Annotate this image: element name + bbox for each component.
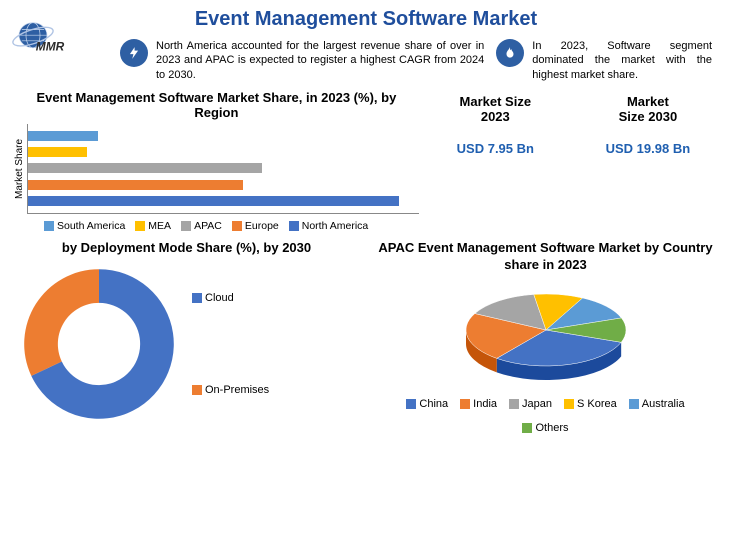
metric-2023: Market Size2023 USD 7.95 Bn bbox=[457, 94, 534, 232]
market-size-metrics: Market Size2023 USD 7.95 Bn MarketSize 2… bbox=[429, 90, 718, 232]
flame-icon bbox=[496, 39, 524, 67]
metric-value: USD 7.95 Bn bbox=[457, 141, 534, 156]
insight-item: In 2023, Software segment dominated the … bbox=[496, 39, 712, 82]
legend-item: Australia bbox=[629, 398, 685, 410]
bar-south-america bbox=[28, 131, 98, 141]
legend-item: India bbox=[460, 398, 497, 410]
legend-item: On-Premises bbox=[192, 384, 269, 396]
bar-north-america bbox=[28, 196, 399, 206]
pie-legend: China India Japan S Korea Australia Others bbox=[373, 398, 718, 434]
legend-item: Others bbox=[522, 422, 568, 434]
donut-title: by Deployment Mode Share (%), by 2030 bbox=[14, 240, 359, 255]
legend-item: Japan bbox=[509, 398, 552, 410]
donut-slice bbox=[24, 269, 99, 376]
bar-chart-ylabel: Market Share bbox=[14, 124, 25, 214]
apac-pie-chart: APAC Event Management Software Market by… bbox=[373, 240, 718, 434]
legend-item: Cloud bbox=[192, 292, 269, 304]
legend-item: MEA bbox=[135, 220, 171, 232]
legend-item: South America bbox=[44, 220, 125, 232]
bar-mea bbox=[28, 147, 87, 157]
insight-text: In 2023, Software segment dominated the … bbox=[532, 39, 712, 82]
pie-title: APAC Event Management Software Market by… bbox=[373, 240, 718, 274]
metric-label: MarketSize 2030 bbox=[606, 94, 691, 125]
deployment-donut-chart: by Deployment Mode Share (%), by 2030 Cl… bbox=[14, 240, 359, 434]
bar-apac bbox=[28, 163, 262, 173]
legend-item: China bbox=[406, 398, 448, 410]
region-bar-chart: Event Management Software Market Share, … bbox=[14, 90, 419, 232]
mmr-logo: MMR bbox=[12, 18, 68, 63]
bar-europe bbox=[28, 180, 243, 190]
legend-item: APAC bbox=[181, 220, 222, 232]
bar-chart-legend: South America MEA APAC Europe North America bbox=[14, 220, 419, 232]
metric-label: Market Size2023 bbox=[457, 94, 534, 125]
bolt-icon bbox=[120, 39, 148, 67]
insights-row: North America accounted for the largest … bbox=[0, 35, 732, 86]
bar-chart-title: Event Management Software Market Share, … bbox=[14, 90, 419, 120]
legend-item: Europe bbox=[232, 220, 279, 232]
insight-text: North America accounted for the largest … bbox=[156, 39, 484, 82]
svg-text:MMR: MMR bbox=[36, 40, 65, 54]
page-title: Event Management Software Market bbox=[0, 8, 732, 31]
metric-value: USD 19.98 Bn bbox=[606, 141, 691, 156]
insight-item: North America accounted for the largest … bbox=[120, 39, 484, 82]
metric-2030: MarketSize 2030 USD 19.98 Bn bbox=[606, 94, 691, 232]
donut-legend: Cloud On-Premises bbox=[192, 292, 269, 396]
legend-item: S Korea bbox=[564, 398, 617, 410]
legend-item: North America bbox=[289, 220, 369, 232]
